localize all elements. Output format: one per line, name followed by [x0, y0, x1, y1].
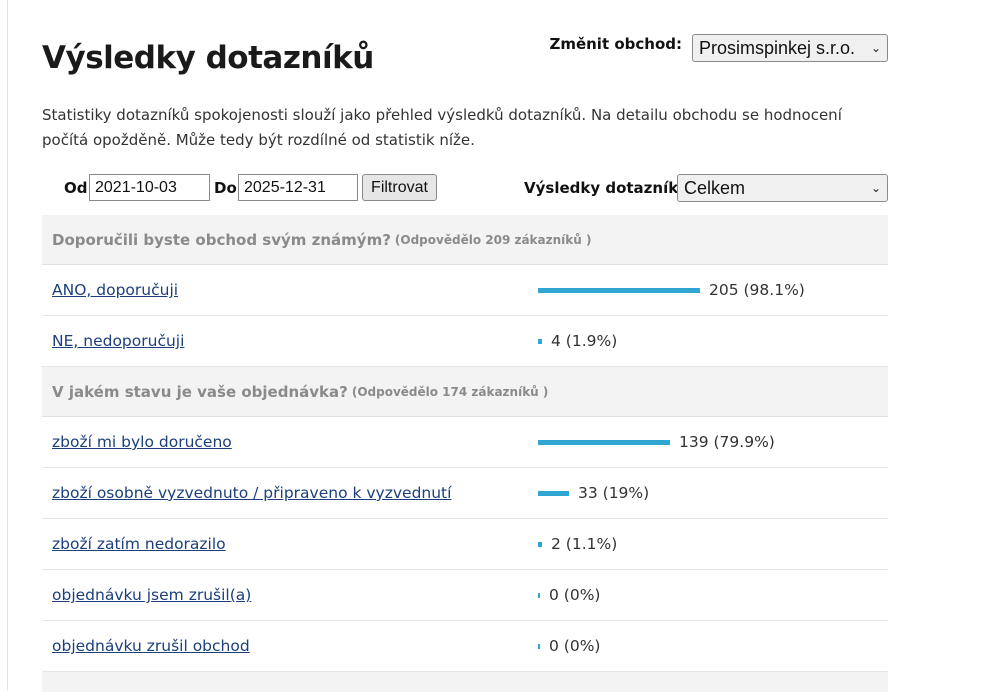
page-left-border [7, 0, 8, 690]
shop-switch-label: Změnit obchod: [549, 35, 682, 53]
result-value: 33 (19%) [578, 484, 650, 502]
date-from-input[interactable]: 2021-10-03 [89, 174, 210, 201]
answer-row: NE, nedoporučuji 4 (1.9%) [42, 316, 888, 367]
results-type-value: Celkem [684, 177, 746, 198]
answer-result: 139 (79.9%) [538, 433, 775, 451]
answer-link[interactable]: objednávku jsem zrušil(a) [52, 586, 252, 604]
question-row [42, 672, 888, 692]
results-table: Doporučili byste obchod svým známým? (Od… [42, 215, 888, 692]
filter-button[interactable]: Filtrovat [362, 174, 437, 201]
question-text: Doporučili byste obchod svým známým? [52, 230, 391, 249]
question-row: Doporučili byste obchod svým známým? (Od… [42, 215, 888, 265]
date-from-label: Od [64, 179, 88, 197]
result-bar [538, 643, 540, 649]
answer-result: 0 (0%) [538, 637, 600, 655]
result-value: 0 (0%) [549, 586, 601, 604]
result-bar [538, 287, 700, 293]
answer-result: 33 (19%) [538, 484, 649, 502]
shop-switcher: Změnit obchod: Prosimspinkej s.r.o. ⌄ [549, 34, 888, 62]
result-bar [538, 439, 670, 445]
result-bar [538, 338, 542, 344]
result-value: 205 (98.1%) [709, 281, 805, 299]
answer-result: 2 (1.1%) [538, 535, 617, 553]
answer-row: objednávku zrušil obchod 0 (0%) [42, 621, 888, 672]
answer-row: ANO, doporučuji 205 (98.1%) [42, 265, 888, 316]
answer-row: zboží zatím nedorazilo 2 (1.1%) [42, 519, 888, 570]
result-value: 0 (0%) [549, 637, 601, 655]
result-value: 139 (79.9%) [679, 433, 775, 451]
answer-row: zboží mi bylo doručeno 139 (79.9%) [42, 417, 888, 468]
answer-result: 205 (98.1%) [538, 281, 805, 299]
result-value: 4 (1.9%) [551, 332, 618, 350]
answer-link[interactable]: zboží osobně vyzvednuto / připraveno k v… [52, 484, 452, 502]
answer-link[interactable]: zboží zatím nedorazilo [52, 535, 226, 553]
filter-bar: Od 2021-10-03 Do 2025-12-31 Filtrovat Vý… [42, 174, 888, 202]
date-to-label: Do [214, 179, 237, 197]
chevron-down-icon: ⌄ [870, 181, 881, 195]
answer-link[interactable]: zboží mi bylo doručeno [52, 433, 232, 451]
respondent-count: (Odpovědělo 174 zákazníků ) [351, 384, 549, 399]
result-bar [538, 541, 542, 547]
question-row: V jakém stavu je vaše objednávka? (Odpov… [42, 367, 888, 417]
answer-link[interactable]: objednávku zrušil obchod [52, 637, 250, 655]
date-to-input[interactable]: 2025-12-31 [238, 174, 358, 201]
question-text: V jakém stavu je vaše objednávka? [52, 382, 348, 401]
answer-link[interactable]: ANO, doporučuji [52, 281, 179, 299]
results-type-label: Výsledky dotazníků: [524, 179, 695, 197]
intro-text: Statistiky dotazníků spokojenosti slouží… [42, 106, 842, 149]
shop-select[interactable]: Prosimspinkej s.r.o. ⌄ [692, 34, 888, 62]
answer-link[interactable]: NE, nedoporučuji [52, 332, 185, 350]
result-value: 2 (1.1%) [551, 535, 618, 553]
answer-result: 4 (1.9%) [538, 332, 617, 350]
answer-result: 0 (0%) [538, 586, 600, 604]
results-type-select[interactable]: Celkem ⌄ [677, 174, 888, 202]
chevron-down-icon: ⌄ [870, 41, 881, 55]
shop-select-value: Prosimspinkej s.r.o. [699, 37, 856, 58]
result-bar [538, 490, 569, 496]
respondent-count: (Odpovědělo 209 zákazníků ) [394, 232, 592, 247]
result-bar [538, 592, 540, 598]
answer-row: zboží osobně vyzvednuto / připraveno k v… [42, 468, 888, 519]
page-title: Výsledky dotazníků [42, 40, 374, 76]
answer-row: objednávku jsem zrušil(a) 0 (0%) [42, 570, 888, 621]
